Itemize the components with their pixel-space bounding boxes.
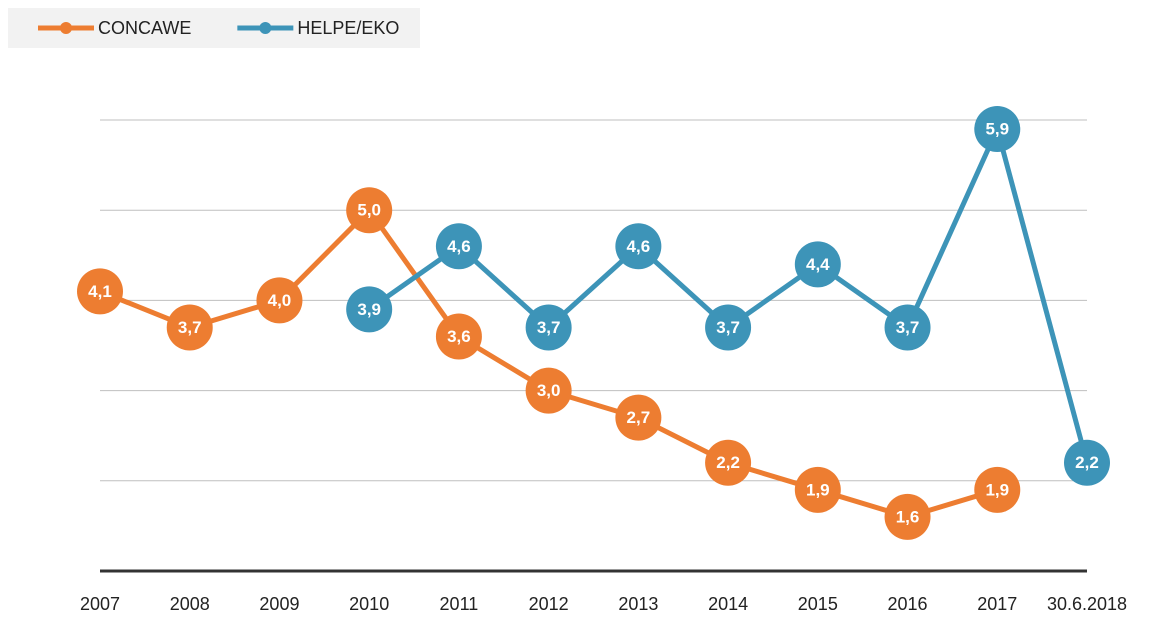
data-label: 3,7 — [178, 318, 202, 337]
data-point — [884, 304, 931, 351]
data-point — [256, 277, 303, 324]
data-label: 4,4 — [806, 255, 830, 274]
data-label: 3,7 — [716, 318, 740, 337]
data-label: 3,7 — [537, 318, 561, 337]
x-tick-label: 2012 — [529, 594, 569, 614]
x-tick-label: 2013 — [618, 594, 658, 614]
x-tick-label: 2014 — [708, 594, 748, 614]
data-point — [794, 466, 841, 513]
data-point — [615, 394, 662, 441]
data-label: 3,6 — [447, 327, 471, 346]
data-point — [435, 313, 482, 360]
legend-label: CONCAWE — [98, 18, 191, 38]
data-point — [435, 223, 482, 270]
data-point — [705, 439, 752, 486]
series-line — [367, 126, 1090, 464]
data-label: 4,1 — [88, 282, 112, 301]
data-label: 4,0 — [268, 291, 292, 310]
x-tick-label: 2007 — [80, 594, 120, 614]
data-label: 3,7 — [896, 318, 920, 337]
legend-marker — [60, 22, 72, 34]
x-tick-label: 30.6.2018 — [1047, 594, 1127, 614]
x-tick-label: 2016 — [888, 594, 928, 614]
x-tick-label: 2015 — [798, 594, 838, 614]
data-point — [525, 367, 572, 414]
data-point — [974, 466, 1021, 513]
data-point — [884, 493, 931, 540]
data-point — [525, 304, 572, 351]
data-label: 4,6 — [447, 237, 471, 256]
data-label: 5,0 — [357, 201, 381, 220]
data-point — [615, 223, 662, 270]
data-label: 2,7 — [627, 408, 651, 427]
x-tick-label: 2009 — [259, 594, 299, 614]
data-point — [794, 241, 841, 288]
x-tick-label: 2008 — [170, 594, 210, 614]
data-label: 1,6 — [896, 507, 920, 526]
data-point — [974, 106, 1021, 153]
data-point — [705, 304, 752, 351]
data-point — [1064, 439, 1110, 486]
data-label: 2,2 — [716, 453, 740, 472]
x-tick-label: 2010 — [349, 594, 389, 614]
data-label: 3,9 — [357, 300, 381, 319]
data-label: 5,9 — [985, 120, 1009, 139]
data-label: 1,9 — [806, 480, 830, 499]
series-line — [99, 207, 998, 520]
x-tick-label: 2011 — [440, 594, 479, 614]
data-point — [346, 187, 393, 234]
x-tick-label: 2017 — [977, 594, 1017, 614]
data-label: 2,2 — [1075, 453, 1099, 472]
data-label: 3,0 — [537, 381, 561, 400]
data-point — [346, 286, 393, 333]
legend-label: HELPE/EKO — [297, 18, 399, 38]
legend-marker — [259, 22, 272, 34]
data-label: 4,6 — [627, 237, 651, 256]
data-point — [166, 304, 213, 351]
data-point — [77, 268, 123, 315]
data-label: 1,9 — [985, 480, 1009, 499]
